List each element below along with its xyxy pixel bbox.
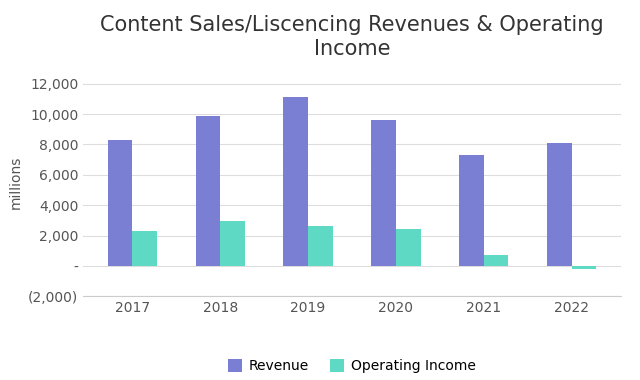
Bar <box>108 140 132 266</box>
Legend: Revenue, Operating Income: Revenue, Operating Income <box>223 353 481 378</box>
Title: Content Sales/Liscencing Revenues & Operating
Income: Content Sales/Liscencing Revenues & Oper… <box>100 15 604 59</box>
Bar <box>484 255 508 266</box>
Y-axis label: millions: millions <box>8 156 22 209</box>
Bar <box>308 226 333 266</box>
Bar <box>196 116 220 266</box>
Bar <box>371 120 396 266</box>
Bar <box>547 143 572 266</box>
Bar <box>220 221 244 266</box>
Bar <box>132 231 157 266</box>
Bar <box>284 97 308 266</box>
Bar <box>460 155 484 266</box>
Bar <box>572 266 596 269</box>
Bar <box>396 229 420 266</box>
